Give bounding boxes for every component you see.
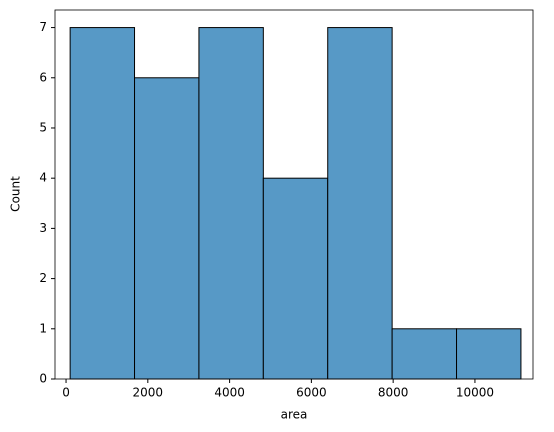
x-tick-label: 10000 xyxy=(456,386,494,400)
y-tick-label: 6 xyxy=(39,70,47,84)
bar xyxy=(198,27,264,380)
y-tick-label: 7 xyxy=(39,20,47,34)
x-tick-label: 2000 xyxy=(133,386,164,400)
bar xyxy=(134,77,200,380)
y-axis-label: Count xyxy=(9,176,23,212)
y-tick-label: 2 xyxy=(39,271,47,285)
bar xyxy=(69,27,136,380)
y-tick-label: 3 xyxy=(39,221,47,235)
x-tick-label: 8000 xyxy=(378,386,409,400)
y-tick-label: 5 xyxy=(39,120,47,134)
x-tick-label: 6000 xyxy=(296,386,327,400)
y-tick-label: 4 xyxy=(39,171,47,185)
y-tick-label: 1 xyxy=(39,321,47,335)
x-tick-label: 0 xyxy=(62,386,70,400)
plot-frame xyxy=(54,9,534,380)
x-axis-label: area xyxy=(281,408,308,422)
y-tick-label: 0 xyxy=(39,372,47,386)
bar xyxy=(391,328,458,380)
bar xyxy=(327,27,393,380)
bar xyxy=(456,328,522,380)
x-tick-label: 4000 xyxy=(214,386,245,400)
bar xyxy=(262,177,329,380)
